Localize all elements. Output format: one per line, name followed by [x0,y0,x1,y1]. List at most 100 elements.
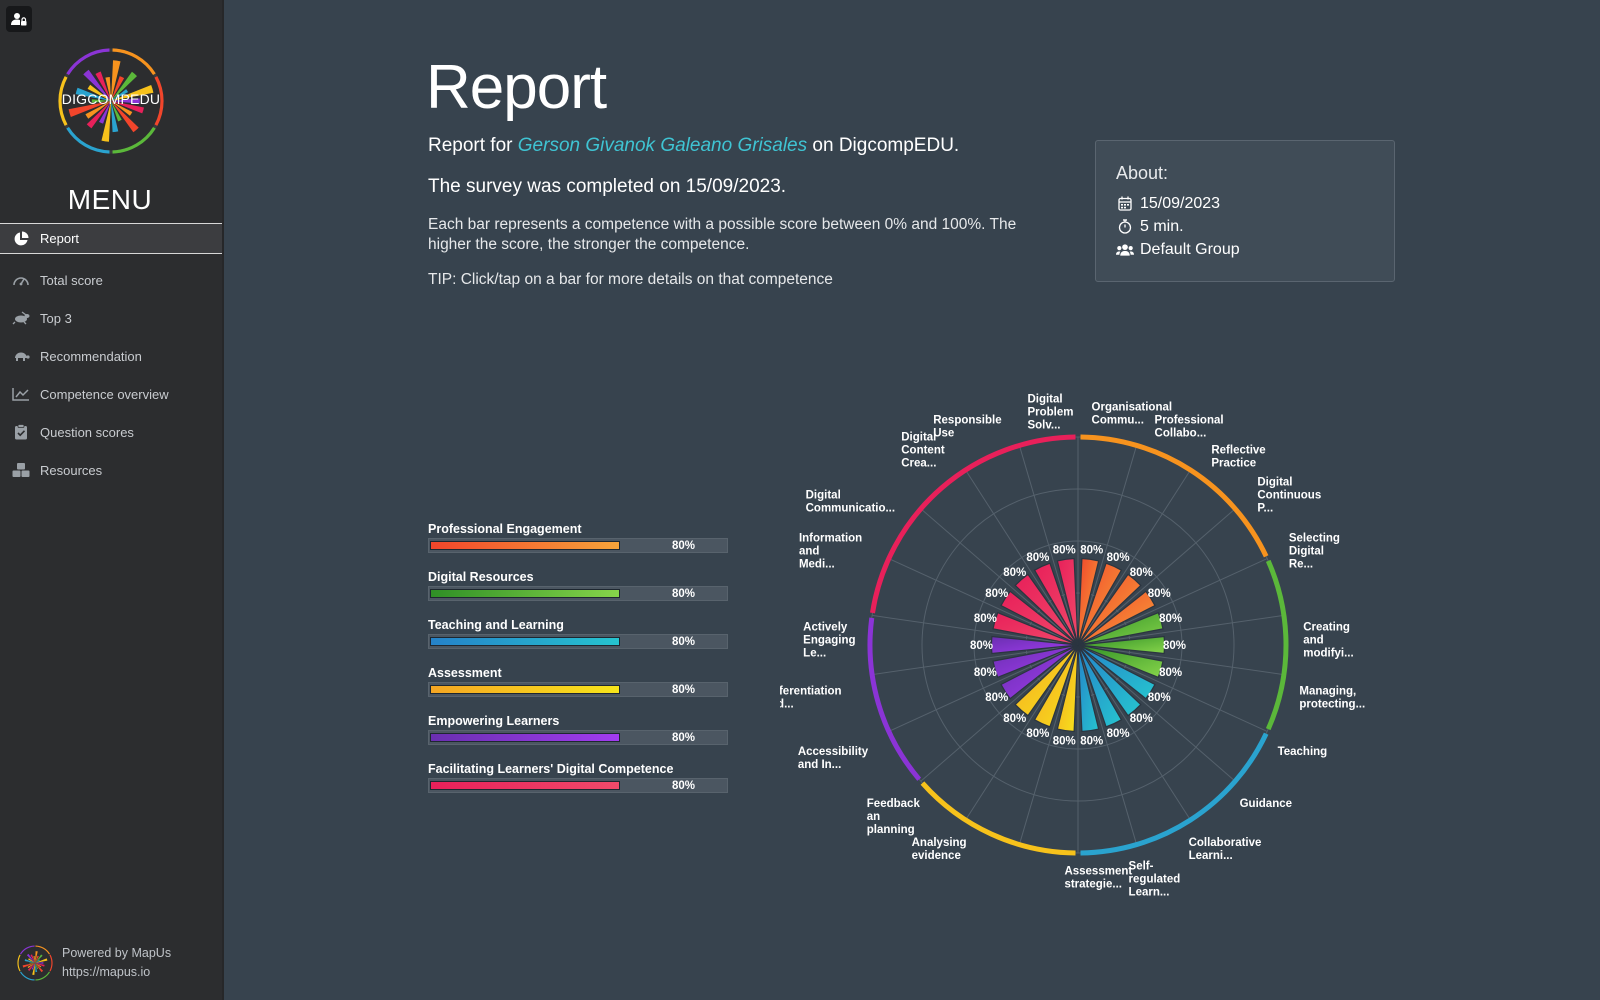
radar-category-label[interactable]: Creating and modifyi... [1303,621,1353,659]
sidebar-item-label: Top 3 [40,310,72,326]
bar-track[interactable]: 80% [428,586,728,601]
bar-teaching-and-learning[interactable]: Teaching and Learning 80% [428,618,728,666]
logo-wedge [111,101,133,116]
bar-assessment[interactable]: Assessment 80% [428,666,728,714]
radar-category-label[interactable]: Collaborative Learni... [1189,837,1262,862]
radar-bar[interactable] [1077,557,1100,646]
sidebar-item-question-scores[interactable]: Question scores [0,413,222,451]
logo-wedge [105,77,111,101]
radar-category-label[interactable]: Digital Communicatio... [806,490,895,515]
radar-category-label[interactable]: Information and Medi... [799,533,862,571]
radar-category-label[interactable]: Actively Engaging Le... [803,621,855,659]
radar-category-label[interactable]: Selecting Digital Re... [1289,533,1340,571]
logo-arc [17,954,21,972]
bar-fill[interactable] [430,733,621,742]
bar-track[interactable]: 80% [428,778,728,793]
radar-category-label[interactable]: Accessibility and In... [798,746,869,771]
radar-category-label[interactable]: Digital Problem Solv... [1027,394,1073,432]
radar-bar[interactable] [990,635,1079,655]
grid-spoke [965,469,1079,646]
radar-bar[interactable] [1014,644,1079,717]
bar-facilitating-learners-digital-competence[interactable]: Facilitating Learners' Digital Competenc… [428,762,728,810]
radar-bar[interactable] [1077,573,1142,646]
group-arc [1265,559,1289,731]
bar-fill[interactable] [430,637,621,646]
bar-fill[interactable] [430,685,621,694]
radar-category-label[interactable]: Guidance [1240,798,1292,810]
logo-arc [66,126,110,154]
sidebar-item-total-score[interactable]: Total score [0,261,222,299]
radar-bar[interactable] [1056,644,1079,733]
account-button[interactable] [6,6,32,32]
radar-value-label: 80% [1003,567,1026,579]
radar-category-label[interactable]: Responsible Use [933,414,1001,439]
grid-spoke [920,508,1079,646]
powered-by-url[interactable]: https://mapus.io [62,965,151,979]
radar-bar[interactable] [1077,644,1142,717]
bar-fill[interactable] [430,541,621,550]
radar-category-label[interactable]: Analysing evidence [912,837,967,862]
radar-category-label[interactable]: Digital Content Crea... [901,432,945,470]
bar-label: Professional Engagement [428,522,582,536]
radar-bar[interactable] [1033,562,1079,646]
grid-spoke [888,644,1079,732]
radar-bar[interactable] [1077,590,1156,646]
logo-wedge [26,953,35,963]
bar-professional-engagement[interactable]: Professional Engagement 80% [428,522,728,570]
about-group-row: Default Group [1116,238,1374,261]
grid-spoke [1018,445,1079,646]
radar-category-label[interactable]: Feedback an planning [867,798,921,836]
radar-category-label[interactable]: Differentiationand... [780,686,842,711]
radar-bar[interactable] [1077,644,1164,679]
logo-wedge [111,85,154,101]
radar-bar[interactable] [1000,590,1079,646]
bar-label: Digital Resources [428,570,534,584]
radar-bar[interactable] [1014,573,1079,646]
radar-bar[interactable] [1033,644,1079,728]
bar-track[interactable]: 80% [428,682,728,697]
bar-empowering-learners[interactable]: Empowering Learners 80% [428,714,728,762]
radar-category-label[interactable]: Managing, protecting... [1299,686,1365,711]
bar-fill[interactable] [430,781,621,790]
radar-bar[interactable] [1077,644,1123,728]
bar-label: Facilitating Learners' Digital Competenc… [428,762,674,776]
radar-category-label[interactable]: Organisational Commu... [1092,401,1173,426]
radar-bar[interactable] [992,644,1079,679]
radar-bar[interactable] [1077,562,1123,646]
grid-spoke [1077,469,1191,646]
radar-value-label: 80% [974,667,997,679]
sidebar-item-report[interactable]: Report [0,223,222,254]
logo-wedge [32,963,35,975]
radar-category-label[interactable]: Digital Continuous P... [1257,477,1321,515]
bar-track[interactable]: 80% [428,538,728,553]
bar-digital-resources[interactable]: Digital Resources 80% [428,570,728,618]
logo-wedge [101,101,111,142]
radar-bar[interactable] [1056,557,1079,646]
radar-bar[interactable] [992,611,1079,646]
bar-track[interactable]: 80% [428,730,728,745]
user-name-link[interactable]: Gerson Givanok Galeano Grisales [517,135,808,156]
radar-bar[interactable] [1077,644,1100,733]
radar-bar[interactable] [1077,611,1164,646]
radar-bar[interactable] [1000,644,1079,700]
bar-track[interactable]: 80% [428,634,728,649]
radar-category-label[interactable]: Professional Collabo... [1155,414,1224,439]
radar-category-label[interactable]: Self-regulated Learn... [1129,860,1181,898]
logo-wedge [99,101,111,124]
logo-arc [20,945,35,955]
sidebar-item-competence-overview[interactable]: Competence overview [0,375,222,413]
radar-category-label[interactable]: Assessment strategie... [1064,866,1132,891]
powered-by[interactable]: Powered by MapUs https://mapus.io [16,944,171,982]
radar-category-label[interactable]: Teaching [1278,746,1328,758]
radar-value-label: 80% [1080,544,1103,556]
sidebar-item-recommendation[interactable]: Recommendation [0,337,222,375]
radar-value-label: 80% [1159,667,1182,679]
bar-fill[interactable] [430,589,621,598]
radar-bar[interactable] [1077,644,1156,700]
radar-bar[interactable] [1077,635,1166,655]
completed-text: The survey was completed on 15/09/2023. [428,176,787,197]
sidebar-item-top-3[interactable]: Top 3 [0,299,222,337]
radar-value-label: 80% [1107,552,1130,564]
sidebar-item-resources[interactable]: Resources [0,451,222,489]
radar-category-label[interactable]: Reflective Practice [1211,445,1265,470]
